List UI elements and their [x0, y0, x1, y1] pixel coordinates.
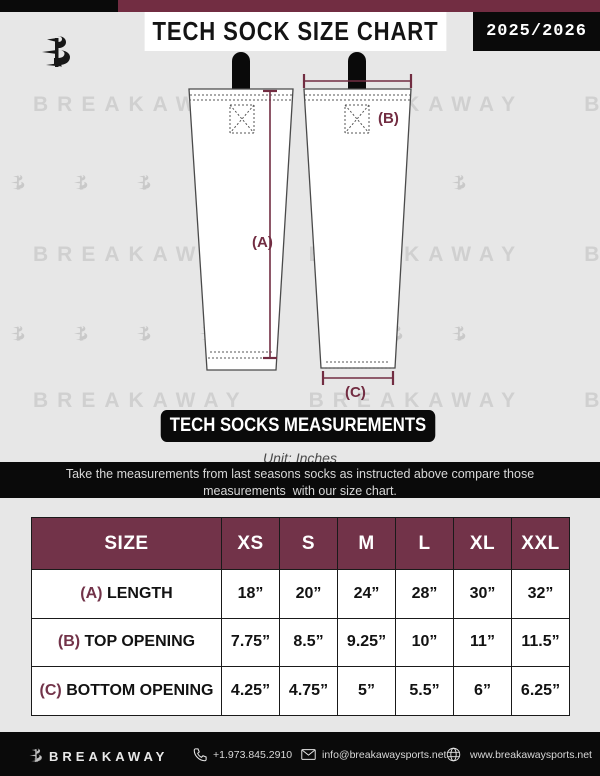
- svg-text:(A): (A): [252, 234, 273, 251]
- svg-text:(C): (C): [345, 384, 366, 401]
- svg-text:(B): (B): [378, 110, 399, 127]
